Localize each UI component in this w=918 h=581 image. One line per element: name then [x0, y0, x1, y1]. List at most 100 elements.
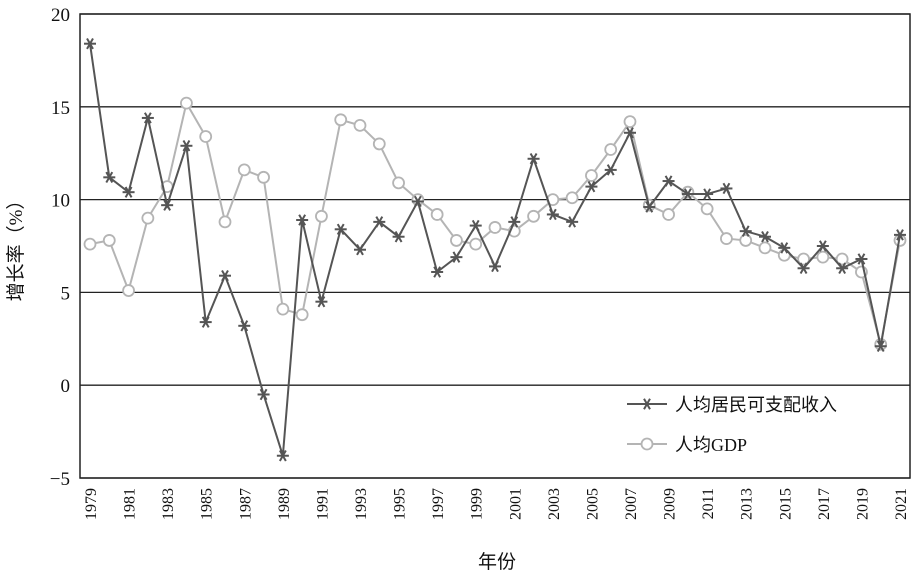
data-point-asterisk — [257, 388, 270, 401]
x-tick-label: 1979 — [83, 488, 100, 520]
data-point-circle — [585, 169, 598, 182]
asterisk-stroke — [857, 253, 866, 265]
data-point-circle — [430, 208, 444, 221]
data-point-asterisk — [624, 127, 636, 139]
asterisk-stroke — [201, 316, 210, 328]
data-point-circle — [662, 208, 675, 221]
asterisk-stroke — [240, 320, 249, 332]
asterisk-stroke — [568, 216, 577, 228]
asterisk-stroke — [761, 231, 769, 243]
x-tick-label: 2011 — [700, 488, 717, 519]
legend-label: 人均居民可支配收入 — [675, 395, 837, 415]
asterisk-stroke — [626, 127, 634, 139]
data-point-asterisk — [296, 214, 309, 226]
data-point-circle — [218, 215, 232, 229]
data-point-circle — [334, 113, 348, 127]
data-point-asterisk — [874, 340, 887, 352]
asterisk-stroke — [471, 219, 480, 232]
x-tick-label: 2017 — [816, 488, 833, 520]
data-point-asterisk — [103, 171, 116, 184]
data-point-circle — [122, 284, 135, 297]
data-point-circle — [392, 176, 405, 190]
asterisk-stroke — [356, 243, 364, 256]
data-point-asterisk — [141, 112, 154, 124]
data-point-asterisk — [84, 37, 96, 50]
x-tick-label: 1983 — [160, 488, 177, 520]
data-point-circle — [797, 252, 810, 266]
data-point-asterisk — [778, 242, 791, 254]
asterisk-stroke — [683, 188, 692, 200]
data-point-asterisk — [199, 316, 212, 328]
data-point-circle — [102, 234, 116, 247]
data-point-asterisk — [739, 225, 752, 237]
data-point-asterisk — [643, 201, 656, 213]
data-point-asterisk — [720, 182, 733, 195]
y-tick-label: −5 — [50, 469, 70, 490]
x-tick-label: 2019 — [854, 488, 871, 520]
asterisk-stroke — [182, 140, 191, 152]
asterisk-stroke — [606, 164, 615, 176]
data-point-asterisk — [701, 188, 714, 200]
data-point-circle — [83, 237, 97, 251]
data-point-asterisk — [411, 195, 424, 208]
asterisk-stroke — [799, 262, 808, 274]
data-point-circle — [141, 211, 155, 225]
x-tick-label: 2015 — [777, 488, 794, 520]
data-point-circle — [295, 308, 309, 322]
data-point-circle — [700, 202, 714, 216]
data-point-asterisk — [566, 216, 579, 228]
data-point-asterisk — [855, 253, 868, 265]
asterisk-stroke — [336, 223, 345, 236]
asterisk-stroke — [221, 269, 229, 282]
data-point-asterisk — [662, 175, 675, 187]
asterisk-stroke — [452, 251, 461, 263]
x-tick-label: 2005 — [584, 488, 601, 520]
data-point-circle — [565, 191, 579, 205]
x-tick-label: 2009 — [662, 488, 679, 520]
data-point-asterisk — [469, 219, 482, 232]
y-tick-label: 5 — [61, 283, 71, 304]
data-point-asterisk — [334, 223, 347, 236]
x-tick-label: 1989 — [276, 488, 293, 520]
data-point-asterisk — [161, 199, 174, 211]
asterisk-stroke — [143, 112, 152, 124]
y-tick-label: 15 — [51, 98, 70, 119]
data-point-asterisk — [450, 251, 463, 263]
asterisk-stroke — [645, 201, 654, 213]
x-tick-label: 2007 — [623, 488, 640, 520]
asterisk-stroke — [105, 171, 114, 184]
data-point-asterisk — [373, 216, 386, 228]
y-tick-label: 10 — [51, 191, 70, 212]
asterisk-stroke — [703, 188, 712, 200]
y-axis-title: 增长率（%） — [5, 191, 27, 302]
data-point-circle — [758, 241, 772, 255]
x-axis-title: 年份 — [478, 551, 516, 573]
data-point-circle — [353, 118, 367, 132]
asterisk-stroke — [643, 398, 651, 410]
data-point-asterisk — [315, 295, 328, 308]
data-point-asterisk — [527, 153, 540, 165]
data-point-asterisk — [604, 164, 617, 176]
asterisk-stroke — [510, 216, 519, 228]
data-point-circle — [527, 209, 540, 223]
data-point-circle — [640, 437, 654, 451]
data-point-circle — [199, 130, 213, 143]
y-axis-ticks: 20 15 10 5 0 −5 — [50, 5, 70, 490]
data-point-circle — [450, 234, 463, 247]
x-tick-label: 2001 — [507, 488, 524, 520]
x-tick-label: 1993 — [353, 488, 370, 520]
data-point-asterisk — [392, 231, 405, 243]
data-point-circle — [257, 170, 270, 184]
asterisk-stroke — [163, 199, 172, 211]
series-layer — [83, 37, 907, 462]
data-point-circle — [835, 252, 849, 266]
data-point-circle — [623, 115, 637, 129]
legend-item: 人均居民可支配收入 — [627, 395, 837, 415]
asterisk-stroke — [433, 266, 442, 278]
asterisk-stroke — [86, 37, 94, 50]
asterisk-stroke — [491, 260, 499, 273]
data-point-asterisk — [836, 262, 849, 274]
y-tick-label: 20 — [51, 5, 70, 26]
